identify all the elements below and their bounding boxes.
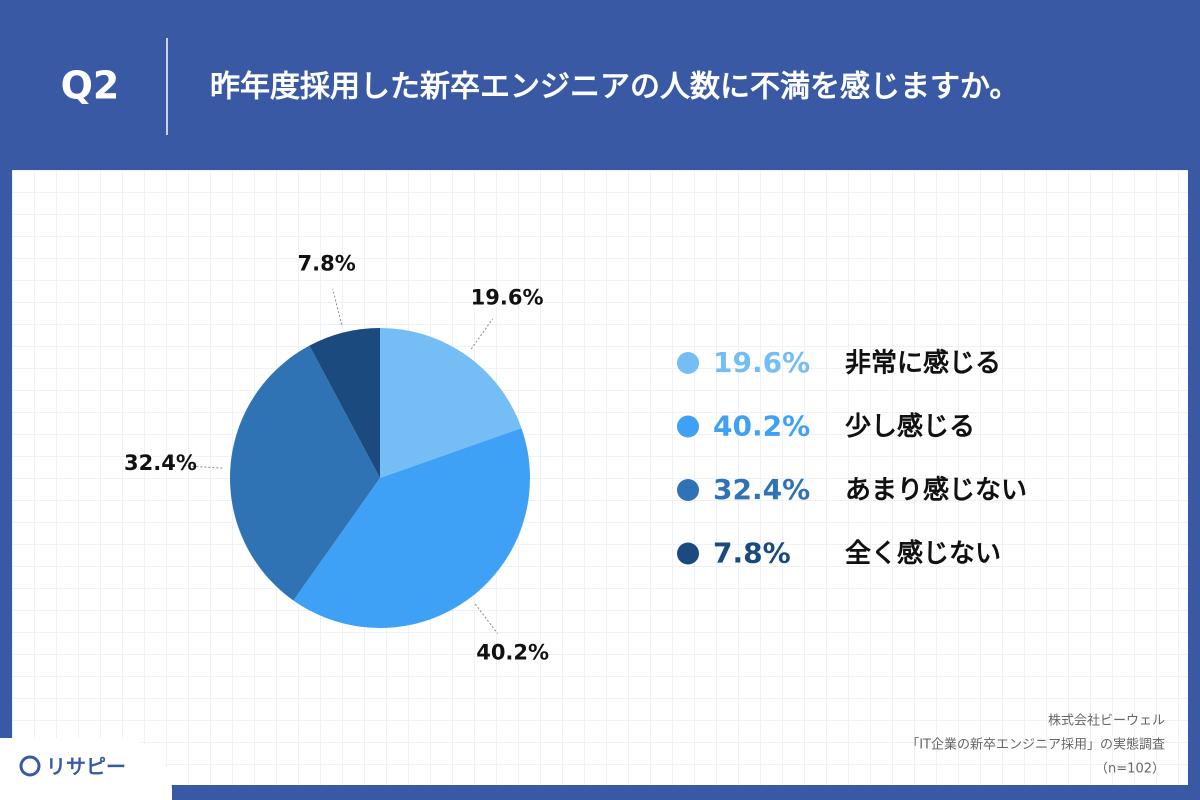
legend-label: 少し感じる xyxy=(845,411,975,442)
legend-marker xyxy=(677,415,699,438)
legend-marker xyxy=(677,352,699,374)
legend-marker xyxy=(677,479,699,501)
legend-value: 7.8% xyxy=(713,537,791,570)
legend-label: 全く感じない xyxy=(845,538,1001,569)
leader-line xyxy=(470,318,494,350)
leader-line xyxy=(332,288,343,325)
chart-panel xyxy=(12,170,1188,785)
data-label: 32.4% xyxy=(124,451,197,475)
pie-slice xyxy=(293,428,531,628)
question-label: Q2 xyxy=(61,64,120,108)
leader-line xyxy=(474,603,498,634)
legend-marker xyxy=(677,542,699,565)
data-label: 7.8% xyxy=(298,252,356,276)
data-label: 40.2% xyxy=(476,641,549,665)
pie-slice xyxy=(229,345,380,601)
logo-text: リサピー xyxy=(46,755,126,779)
legend-value: 32.4% xyxy=(713,473,810,506)
logo-icon xyxy=(19,755,41,777)
legend-label: 非常に感じる xyxy=(845,348,1001,379)
legend-label: あまり感じない xyxy=(845,475,1027,506)
legend-value: 40.2% xyxy=(713,410,810,443)
chart-title: 昨年度採用した新卒エンジニアの人数に不満を感じますか。 xyxy=(210,70,1019,105)
pie-slice xyxy=(309,328,380,478)
pie-slice xyxy=(380,328,522,478)
source-text: 「IT企業の新卒エンジニア採用」の実態調査 xyxy=(906,737,1165,753)
source-text: （n=102） xyxy=(1095,762,1165,777)
legend-value: 19.6% xyxy=(713,346,810,379)
data-label: 19.6% xyxy=(471,285,544,309)
source-text: 株式会社ビーウェル xyxy=(1048,714,1165,729)
logo-badge xyxy=(0,738,172,800)
